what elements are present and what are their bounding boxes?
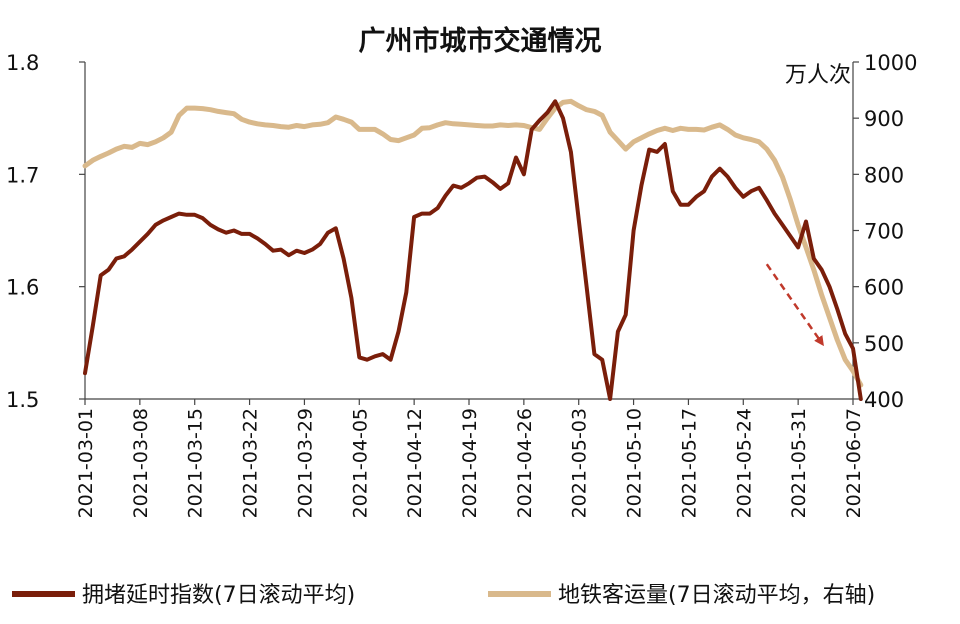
trend-arrow xyxy=(765,263,824,347)
x-tick-label: 2021-03-01 xyxy=(75,408,97,518)
x-tick-label: 2021-03-08 xyxy=(130,408,152,518)
y-right-tick-label: 900 xyxy=(864,107,904,131)
x-tick-label: 2021-05-17 xyxy=(678,408,700,518)
x-tick-label: 2021-03-29 xyxy=(294,408,316,518)
y-right-axis-ticks: 400 500 600 700 800 900 1000 xyxy=(853,51,917,412)
x-tick-label: 2021-03-22 xyxy=(240,408,262,518)
series-layer xyxy=(82,98,864,401)
series-line-congestion xyxy=(83,99,863,401)
y-right-unit-label: 万人次 xyxy=(785,63,851,88)
y-right-tick-label: 800 xyxy=(864,163,904,187)
y-right-tick-label: 400 xyxy=(864,388,904,412)
x-axis-ticks: 2021-03-01 2021-03-08 2021-03-15 2021-03-22… xyxy=(75,399,865,518)
legend-label-metro: 地铁客运量(7日滚动平均，右轴) xyxy=(558,583,875,608)
chart-title: 广州市城市交通情况 xyxy=(359,25,602,57)
x-tick-label: 2021-04-12 xyxy=(404,408,426,518)
x-tick-label: 2021-05-24 xyxy=(733,408,755,518)
annotation-layer xyxy=(765,263,824,347)
x-tick-label: 2021-04-19 xyxy=(459,408,481,518)
y-right-tick-label: 500 xyxy=(864,332,904,356)
axes xyxy=(84,62,854,400)
y-left-tick-label: 1.5 xyxy=(6,388,39,412)
y-right-tick-label: 1000 xyxy=(864,51,917,75)
y-right-tick-label: 700 xyxy=(864,220,904,244)
x-tick-label: 2021-04-05 xyxy=(349,408,371,518)
y-left-tick-label: 1.8 xyxy=(6,51,39,75)
y-left-tick-label: 1.7 xyxy=(6,163,39,187)
y-left-axis-ticks: 1.5 1.6 1.7 1.8 xyxy=(6,51,85,412)
x-tick-label: 2021-05-03 xyxy=(569,408,591,518)
x-tick-label: 2021-03-15 xyxy=(185,408,207,518)
x-tick-label: 2021-05-31 xyxy=(788,408,810,518)
legend-label-congestion: 拥堵延时指数(7日滚动平均) xyxy=(82,583,355,608)
legend: 拥堵延时指数(7日滚动平均) 地铁客运量(7日滚动平均，右轴) xyxy=(12,583,875,608)
y-right-tick-label: 600 xyxy=(864,276,904,300)
x-tick-label: 2021-04-26 xyxy=(514,408,536,518)
y-left-tick-label: 1.6 xyxy=(6,276,39,300)
series-line-metro xyxy=(82,98,864,388)
x-tick-label: 2021-06-07 xyxy=(843,408,865,518)
x-tick-label: 2021-05-10 xyxy=(624,408,646,518)
